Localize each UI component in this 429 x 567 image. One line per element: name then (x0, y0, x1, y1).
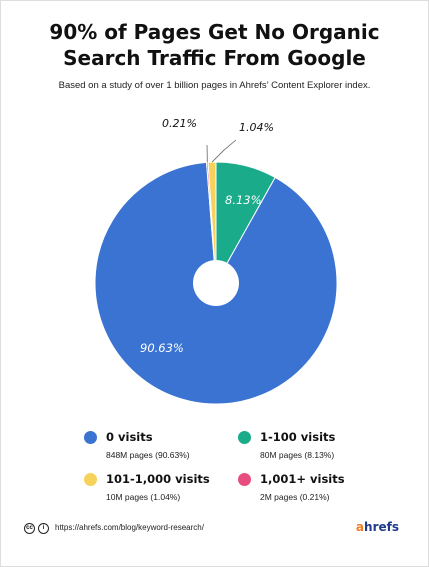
slice-label-1-100: 8.13% (225, 193, 262, 207)
slice-label-0-visits: 90.63% (140, 341, 184, 355)
legend-pages: 848M pages (90.63%) (106, 450, 190, 460)
attribution-icon: i (38, 523, 49, 534)
legend-label: 1,001+ visits (260, 472, 345, 486)
legend-label: 1-100 visits (260, 430, 336, 444)
chart-title-line1: 90% of Pages Get No Organic (49, 20, 380, 44)
slice-label-1001-plus: 0.21% (162, 117, 197, 130)
chart-subtitle: Based on a study of over 1 billion pages… (58, 80, 371, 91)
legend-swatch (238, 431, 251, 444)
legend-pages: 2M pages (0.21%) (260, 492, 330, 502)
legend-swatch (238, 473, 251, 486)
donut-hole (193, 260, 239, 306)
pie-chart (94, 139, 338, 405)
legend-label: 101-1,000 visits (106, 472, 210, 486)
legend-pages: 10M pages (1.04%) (106, 492, 181, 502)
legend-pages: 80M pages (8.13%) (260, 450, 335, 460)
legend-label: 0 visits (106, 430, 153, 444)
legend-swatch (84, 431, 97, 444)
ahrefs-logo: ahrefs (355, 520, 399, 534)
chart-title-line2: Search Traffic From Google (63, 46, 366, 70)
source-url[interactable]: https://ahrefs.com/blog/keyword-research… (55, 523, 204, 532)
leader-line-101-1000 (211, 139, 237, 163)
cc-icon: cc (24, 523, 35, 534)
slice-label-101-1000: 1.04% (239, 121, 274, 134)
legend-swatch (84, 473, 97, 486)
